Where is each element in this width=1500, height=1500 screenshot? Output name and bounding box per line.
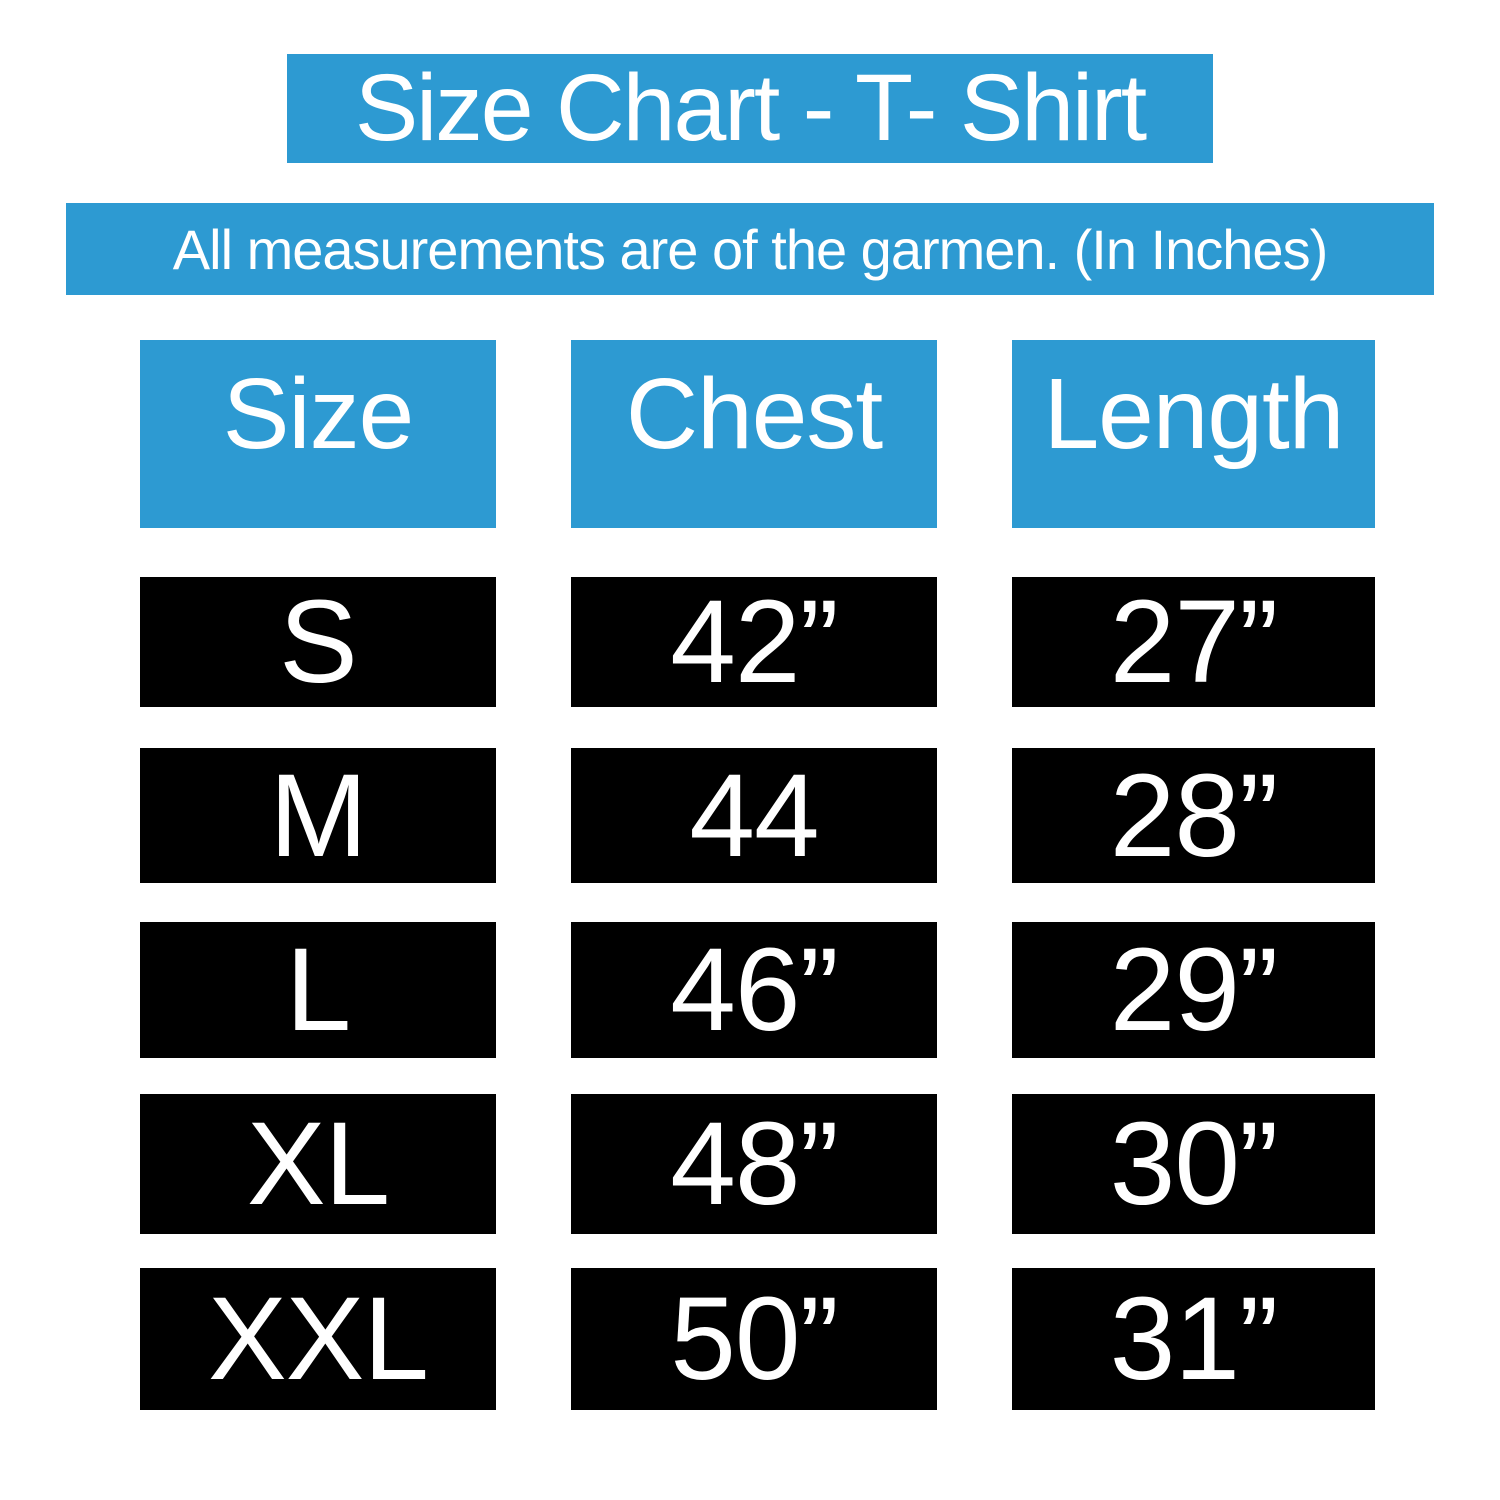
cell-chest-xl: 48” — [571, 1094, 937, 1234]
cell-length-s: 27” — [1012, 576, 1375, 708]
page-title: Size Chart - T- Shirt — [354, 55, 1147, 161]
subtitle-text: All measurements are of the garmen. (In … — [172, 217, 1328, 281]
cell-size-xl: XL — [140, 1094, 496, 1234]
cell-size-s: S — [140, 576, 496, 708]
cell-chest-m-value: 44 — [689, 749, 819, 882]
cell-chest-xxl: 50” — [571, 1268, 937, 1410]
title-banner: Size Chart - T- Shirt — [287, 54, 1213, 163]
cell-length-l-value: 29” — [1109, 924, 1279, 1056]
cell-chest-s: 42” — [571, 576, 937, 708]
column-header-length: Length — [1012, 340, 1375, 528]
column-header-chest: Chest — [571, 340, 937, 528]
cell-length-xl-value: 30” — [1109, 1098, 1279, 1230]
subtitle-banner: All measurements are of the garmen. (In … — [66, 203, 1434, 295]
cell-length-xxl-value: 31” — [1109, 1273, 1279, 1405]
column-header-size: Size — [140, 340, 496, 528]
cell-chest-l: 46” — [571, 922, 937, 1058]
cell-size-s-value: S — [279, 576, 358, 708]
cell-chest-l-value: 46” — [670, 924, 839, 1056]
cell-size-xxl-value: XXL — [207, 1273, 429, 1405]
cell-length-l: 29” — [1012, 922, 1375, 1058]
column-header-size-label: Size — [222, 357, 415, 470]
cell-chest-s-value: 42” — [670, 576, 839, 708]
cell-length-xl: 30” — [1012, 1094, 1375, 1234]
cell-length-m: 28” — [1012, 748, 1375, 883]
cell-size-l: L — [140, 922, 496, 1058]
cell-length-s-value: 27” — [1109, 576, 1279, 708]
cell-size-xxl: XXL — [140, 1268, 496, 1410]
column-header-length-label: Length — [1043, 357, 1345, 470]
cell-size-l-value: L — [285, 924, 352, 1056]
column-header-chest-label: Chest — [625, 357, 883, 470]
cell-size-m: M — [140, 748, 496, 883]
cell-length-xxl: 31” — [1012, 1268, 1375, 1410]
cell-chest-m: 44 — [571, 748, 937, 883]
cell-chest-xl-value: 48” — [670, 1098, 839, 1230]
cell-chest-xxl-value: 50” — [670, 1273, 839, 1405]
cell-length-m-value: 28” — [1109, 749, 1279, 882]
cell-size-xl-value: XL — [246, 1098, 390, 1230]
cell-size-m-value: M — [269, 749, 367, 882]
